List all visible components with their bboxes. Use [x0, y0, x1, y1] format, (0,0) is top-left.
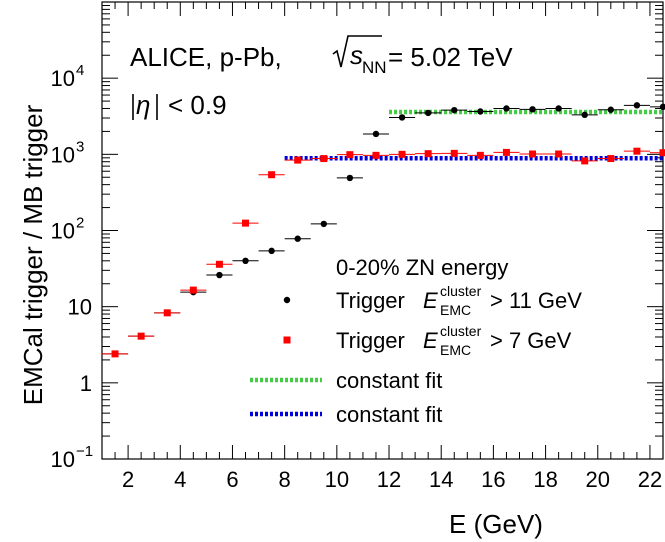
data-point-square	[555, 150, 563, 158]
data-point-square	[294, 156, 302, 164]
x-tick-label: 16	[481, 467, 505, 492]
legend-label-variable: E	[423, 328, 438, 353]
data-point-square	[476, 151, 484, 159]
data-point-square	[268, 171, 276, 179]
y-tick-label: 1	[80, 371, 92, 396]
legend-label-sup: cluster	[440, 323, 482, 339]
data-point-circle	[424, 109, 432, 117]
data-point-square	[502, 148, 510, 156]
annotation-energy: = 5.02 TeV	[388, 42, 513, 72]
x-tick-label: 12	[377, 467, 401, 492]
x-tick-label: 18	[533, 467, 557, 492]
data-point-circle	[477, 108, 484, 115]
legend-marker-circle	[283, 296, 291, 304]
data-point-circle	[398, 114, 406, 121]
legend-label-variable: E	[423, 288, 438, 313]
data-point-circle	[503, 105, 510, 112]
data-point-square	[346, 151, 354, 159]
data-point-square	[424, 150, 432, 158]
data-point-circle	[346, 174, 354, 182]
annotation-system: ALICE, p-Pb,	[130, 42, 282, 72]
legend-label-prefix: Trigger	[336, 288, 405, 313]
data-point-square	[320, 155, 328, 163]
data-point-circle	[451, 106, 458, 114]
y-tick-label: 10	[51, 447, 75, 472]
data-point-circle	[581, 111, 588, 119]
x-axis-title: E (GeV)	[449, 509, 543, 539]
sqrt-sign	[332, 35, 382, 68]
y-tick-label: 10	[51, 219, 75, 244]
data-point-circle	[294, 235, 301, 242]
x-tick-label: 6	[226, 467, 238, 492]
data-point-circle	[607, 106, 615, 113]
x-tick-label: 2	[122, 467, 134, 492]
y-tick-exponent: −1	[76, 443, 93, 460]
data-point-circle	[529, 106, 536, 113]
data-point-square	[372, 151, 380, 159]
legend-label-sub: EMC	[440, 342, 471, 358]
data-point-square	[607, 155, 615, 163]
annotation-centrality: 0-20% ZN energy	[336, 255, 508, 280]
x-tick-label: 22	[638, 467, 662, 492]
data-points	[102, 102, 665, 358]
eta-symbol: η	[136, 90, 150, 120]
x-tick-label: 8	[279, 467, 291, 492]
legend-label-suffix: > 11 GeV	[490, 288, 582, 313]
data-point-circle	[216, 271, 223, 279]
x-tick-label: 10	[325, 467, 349, 492]
sqrt-symbol: s NN	[332, 35, 387, 77]
data-point-square	[215, 260, 223, 268]
fit-lines	[284, 109, 663, 161]
annotation-eta: η < 0.9	[132, 90, 227, 120]
y-tick-exponent: 2	[76, 215, 84, 232]
data-point-circle	[659, 103, 665, 111]
data-point-square	[633, 147, 641, 155]
eta-cut: < 0.9	[168, 90, 227, 120]
x-tick-label: 14	[429, 467, 453, 492]
y-tick-label: 10	[51, 66, 75, 91]
data-point-square	[450, 149, 458, 157]
data-point-square	[398, 150, 406, 158]
data-point-circle	[242, 257, 249, 265]
data-point-square	[189, 286, 197, 294]
sqrt-sub: NN	[362, 58, 387, 77]
data-point-square	[529, 150, 537, 158]
y-axis-title: EMCal trigger / MB trigger	[18, 104, 48, 405]
sqrt-s: s	[350, 40, 363, 70]
x-tick-label: 4	[174, 467, 186, 492]
data-point-square	[163, 309, 171, 317]
x-tick-label: 20	[586, 467, 610, 492]
legend-label-sub: EMC	[440, 302, 471, 318]
legend-label-prefix: Trigger	[336, 328, 405, 353]
y-tick-label: 10	[51, 142, 75, 167]
legend-marker-square	[283, 336, 291, 344]
data-point-square	[659, 149, 665, 157]
data-point-circle	[320, 220, 327, 228]
data-point-circle	[268, 247, 275, 255]
data-point-circle	[372, 130, 380, 138]
data-point-square	[137, 332, 145, 340]
legend-label-suffix: > 7 GeV	[490, 328, 572, 353]
data-point-circle	[555, 105, 562, 112]
data-point-square	[242, 219, 250, 227]
data-point-circle	[633, 102, 641, 109]
legend-label: constant fit	[336, 402, 442, 427]
legend-label-sup: cluster	[440, 283, 482, 299]
legend-label: constant fit	[336, 368, 442, 393]
data-point-square	[581, 157, 589, 165]
y-tick-exponent: 3	[76, 138, 84, 155]
y-tick-exponent: 4	[76, 62, 84, 79]
data-point-square	[111, 350, 119, 358]
y-tick-label: 10	[68, 295, 92, 320]
